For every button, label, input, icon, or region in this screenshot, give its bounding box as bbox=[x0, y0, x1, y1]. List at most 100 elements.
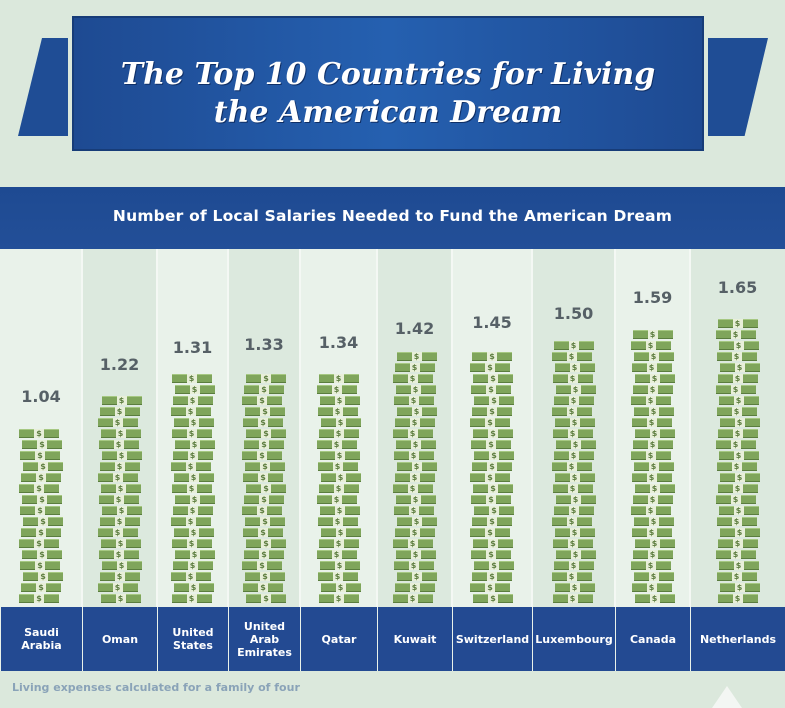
dollar-bill-icon: $ bbox=[396, 550, 436, 559]
dollar-bill-icon: $ bbox=[21, 473, 61, 482]
dollar-bill-icon: $ bbox=[317, 440, 357, 449]
dollar-sign-icon: $ bbox=[332, 385, 342, 394]
dollar-bill-icon: $ bbox=[555, 363, 595, 372]
dollar-bill-icon: $ bbox=[394, 451, 434, 460]
dollar-sign-icon: $ bbox=[732, 462, 742, 471]
dollar-sign-icon: $ bbox=[336, 528, 346, 537]
dollar-sign-icon: $ bbox=[188, 396, 198, 405]
dollar-bill-icon: $ bbox=[20, 451, 60, 460]
bar-value-label: 1.45 bbox=[452, 313, 532, 332]
dollar-sign-icon: $ bbox=[488, 539, 498, 548]
dollar-bill-icon: $ bbox=[98, 418, 138, 427]
dollar-bill-icon: $ bbox=[719, 341, 759, 350]
dollar-bill-icon: $ bbox=[175, 440, 215, 449]
bar-money-stack: $ $ $ $ $ $ $ $ $ $ $ $ $ $ $ $ bbox=[21, 417, 61, 603]
dollar-sign-icon: $ bbox=[487, 407, 497, 416]
dollar-sign-icon: $ bbox=[261, 374, 271, 383]
dollar-sign-icon: $ bbox=[189, 418, 199, 427]
dollar-bill-icon: $ bbox=[554, 451, 594, 460]
dollar-sign-icon: $ bbox=[567, 407, 577, 416]
dollar-bill-icon: $ bbox=[634, 572, 674, 581]
dollar-bill-icon: $ bbox=[100, 462, 140, 471]
dollar-sign-icon: $ bbox=[650, 429, 660, 438]
country-label: Kuwait bbox=[377, 607, 452, 671]
chart-subtitle: Number of Local Salaries Needed to Fund … bbox=[0, 207, 785, 225]
dollar-bill-icon: $ bbox=[472, 572, 512, 581]
dollar-sign-icon: $ bbox=[485, 583, 495, 592]
dollar-sign-icon: $ bbox=[569, 341, 579, 350]
dollar-sign-icon: $ bbox=[186, 517, 196, 526]
dollar-bill-icon: $ bbox=[474, 561, 514, 570]
dollar-sign-icon: $ bbox=[489, 396, 499, 405]
dollar-sign-icon: $ bbox=[648, 330, 658, 339]
dollar-sign-icon: $ bbox=[186, 407, 196, 416]
dollar-bill-icon: $ bbox=[100, 407, 140, 416]
dollar-sign-icon: $ bbox=[38, 572, 48, 581]
dollar-sign-icon: $ bbox=[648, 440, 658, 449]
dollar-bill-icon: $ bbox=[23, 572, 63, 581]
dollar-bill-icon: $ bbox=[632, 583, 672, 592]
dollar-sign-icon: $ bbox=[646, 341, 656, 350]
dollar-bill-icon: $ bbox=[719, 451, 759, 460]
dollar-bill-icon: $ bbox=[321, 418, 361, 427]
column-divider bbox=[376, 249, 378, 607]
dollar-bill-icon: $ bbox=[720, 418, 760, 427]
dollar-bill-icon: $ bbox=[553, 539, 593, 548]
dollar-bill-icon: $ bbox=[319, 594, 359, 603]
dollar-bill-icon: $ bbox=[100, 517, 140, 526]
dollar-sign-icon: $ bbox=[37, 550, 47, 559]
country-label: Luxembourg bbox=[532, 607, 615, 671]
dollar-bill-icon: $ bbox=[393, 484, 433, 493]
dollar-sign-icon: $ bbox=[486, 440, 496, 449]
dollar-sign-icon: $ bbox=[569, 396, 579, 405]
dollar-bill-icon: $ bbox=[552, 407, 592, 416]
dollar-bill-icon: $ bbox=[243, 473, 283, 482]
dollar-bill-icon: $ bbox=[633, 550, 673, 559]
dollar-bill-icon: $ bbox=[318, 572, 358, 581]
dollar-sign-icon: $ bbox=[408, 429, 418, 438]
country-label-bar: Saudi Arabia Oman United States United Arab Emi… bbox=[0, 607, 785, 671]
dollar-sign-icon: $ bbox=[115, 407, 125, 416]
dollar-bill-icon: $ bbox=[397, 517, 437, 526]
bar-value-label: 1.31 bbox=[153, 338, 233, 357]
dollar-sign-icon: $ bbox=[34, 539, 44, 548]
dollar-sign-icon: $ bbox=[488, 374, 498, 383]
dollar-sign-icon: $ bbox=[333, 517, 343, 526]
bar-money-stack: $ $ $ $ $ $ $ $ $ $ $ $ $ $ $ $ $ $ $ bbox=[100, 385, 140, 603]
dollar-bill-icon: $ bbox=[20, 506, 60, 515]
dollar-bill-icon: $ bbox=[321, 528, 361, 537]
dollar-sign-icon: $ bbox=[408, 374, 418, 383]
dollar-sign-icon: $ bbox=[336, 418, 346, 427]
dollar-bill-icon: $ bbox=[245, 517, 285, 526]
dollar-sign-icon: $ bbox=[571, 495, 581, 504]
dollar-bill-icon: $ bbox=[320, 451, 360, 460]
dollar-bill-icon: $ bbox=[175, 495, 215, 504]
dollar-sign-icon: $ bbox=[113, 528, 123, 537]
dollar-sign-icon: $ bbox=[115, 572, 125, 581]
dollar-sign-icon: $ bbox=[259, 440, 269, 449]
dollar-bill-icon: $ bbox=[472, 462, 512, 471]
dollar-sign-icon: $ bbox=[650, 539, 660, 548]
dollar-sign-icon: $ bbox=[336, 473, 346, 482]
dollar-bill-icon: $ bbox=[716, 385, 756, 394]
dollar-sign-icon: $ bbox=[35, 561, 45, 570]
dollar-sign-icon: $ bbox=[733, 429, 743, 438]
dollar-sign-icon: $ bbox=[412, 352, 422, 361]
dollar-bill-icon: $ bbox=[321, 473, 361, 482]
dollar-bill-icon: $ bbox=[319, 374, 359, 383]
dollar-bill-icon: $ bbox=[397, 572, 437, 581]
column-divider bbox=[531, 249, 533, 607]
dollar-sign-icon: $ bbox=[187, 429, 197, 438]
dollar-bill-icon: $ bbox=[720, 473, 760, 482]
dollar-bill-icon: $ bbox=[717, 407, 757, 416]
dollar-sign-icon: $ bbox=[734, 451, 744, 460]
dollar-sign-icon: $ bbox=[411, 440, 421, 449]
dollar-sign-icon: $ bbox=[488, 429, 498, 438]
dollar-bill-icon: $ bbox=[100, 572, 140, 581]
dollar-sign-icon: $ bbox=[734, 506, 744, 515]
dollar-bill-icon: $ bbox=[634, 517, 674, 526]
dollar-sign-icon: $ bbox=[408, 594, 418, 603]
dollar-sign-icon: $ bbox=[570, 418, 580, 427]
dollar-sign-icon: $ bbox=[734, 561, 744, 570]
dollar-sign-icon: $ bbox=[570, 583, 580, 592]
